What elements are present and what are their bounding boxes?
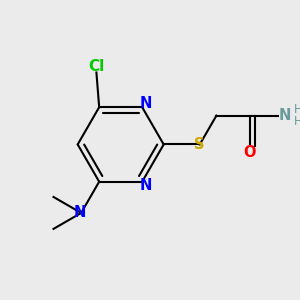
Text: N: N	[140, 178, 152, 193]
Text: N: N	[74, 206, 86, 220]
Text: Cl: Cl	[88, 59, 104, 74]
Text: H: H	[294, 103, 300, 116]
Text: N: N	[140, 96, 152, 111]
Text: S: S	[194, 137, 205, 152]
Text: H: H	[294, 115, 300, 128]
Text: O: O	[243, 145, 256, 160]
Text: N: N	[278, 108, 291, 123]
